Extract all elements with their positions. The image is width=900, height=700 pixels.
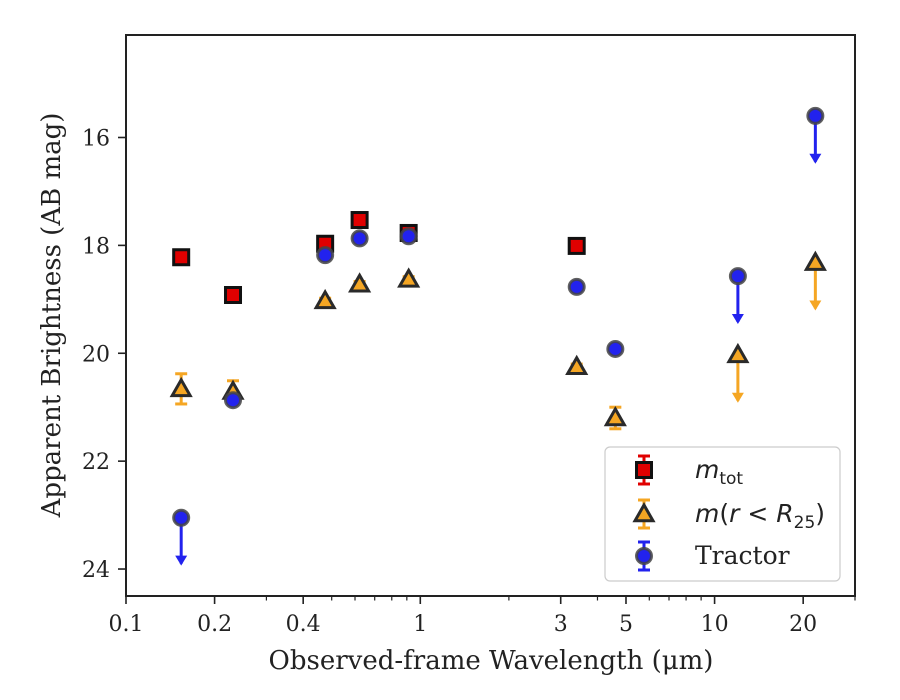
legend-marker xyxy=(635,547,653,565)
plot-marks xyxy=(169,106,827,566)
x-tick-label: 3 xyxy=(554,612,568,637)
y-tick-label: 18 xyxy=(82,234,110,259)
data-point xyxy=(806,106,825,125)
series-markers-triangle xyxy=(169,250,827,427)
upper-limit-arrowhead xyxy=(731,313,744,324)
y-axis-label: Apparent Brightness (AB mag) xyxy=(37,113,67,519)
upper-limit-arrowhead xyxy=(175,555,188,566)
data-point xyxy=(603,405,627,427)
data-point xyxy=(803,250,827,271)
y-tick-label: 16 xyxy=(82,126,110,151)
plot-frame xyxy=(125,34,856,597)
data-point xyxy=(316,246,335,265)
data-point xyxy=(397,267,421,288)
x-axis-label: Observed-frame Wavelength (μm) xyxy=(269,646,714,676)
y-tick-label: 22 xyxy=(82,450,110,475)
y-tick-label: 24 xyxy=(82,558,110,583)
legend-box xyxy=(604,446,841,582)
legend-label-tractor: Tractor xyxy=(695,541,790,570)
data-point xyxy=(606,339,625,358)
data-point xyxy=(172,508,191,527)
data-point xyxy=(565,354,589,375)
upper-limit-arrowhead xyxy=(731,392,744,403)
legend: mtot m(r < R25) Tractor xyxy=(604,446,841,582)
data-point xyxy=(224,286,243,305)
data-point xyxy=(350,211,369,230)
data-point xyxy=(567,236,586,255)
axes: 0.1 0.2 0.4 1 3 5 10 20 16 18 20 22 24 xyxy=(82,34,856,637)
x-tick-label: 1 xyxy=(413,612,427,637)
x-tick-label: 10 xyxy=(701,612,729,637)
data-point xyxy=(726,342,750,364)
legend-label-m-r-lt-r25: m(r < R25) xyxy=(695,499,825,533)
upper-limit-arrowhead xyxy=(809,153,822,164)
legend-label-mtot: mtot xyxy=(695,455,743,489)
legend-marker xyxy=(635,461,653,479)
data-point xyxy=(567,277,586,296)
x-tick-label: 5 xyxy=(619,612,633,637)
data-point xyxy=(172,248,191,267)
data-point xyxy=(169,376,193,398)
x-tick-label: 0.1 xyxy=(109,612,144,637)
x-tick-label: 0.4 xyxy=(286,612,321,637)
data-point xyxy=(313,288,337,310)
x-tick-label: 0.2 xyxy=(197,612,232,637)
data-point xyxy=(728,267,747,286)
data-point xyxy=(348,272,372,293)
y-tick-label: 20 xyxy=(82,342,110,367)
series-markers-circle xyxy=(172,106,825,527)
data-point xyxy=(224,391,243,410)
x-tick-label: 20 xyxy=(789,612,817,637)
data-point xyxy=(350,229,369,248)
data-point xyxy=(399,227,418,246)
upper-limit-arrowhead xyxy=(809,300,822,311)
legend-marker xyxy=(632,501,656,523)
